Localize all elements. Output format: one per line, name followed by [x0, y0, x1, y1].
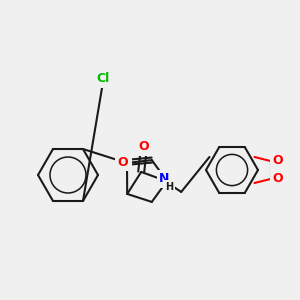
Text: O: O	[138, 140, 148, 153]
Text: O: O	[118, 156, 128, 169]
Text: N: N	[120, 154, 130, 166]
Text: Cl: Cl	[96, 73, 110, 85]
Text: N: N	[159, 172, 169, 185]
Text: O: O	[272, 172, 283, 185]
Text: H: H	[165, 182, 173, 192]
Text: O: O	[272, 154, 283, 167]
